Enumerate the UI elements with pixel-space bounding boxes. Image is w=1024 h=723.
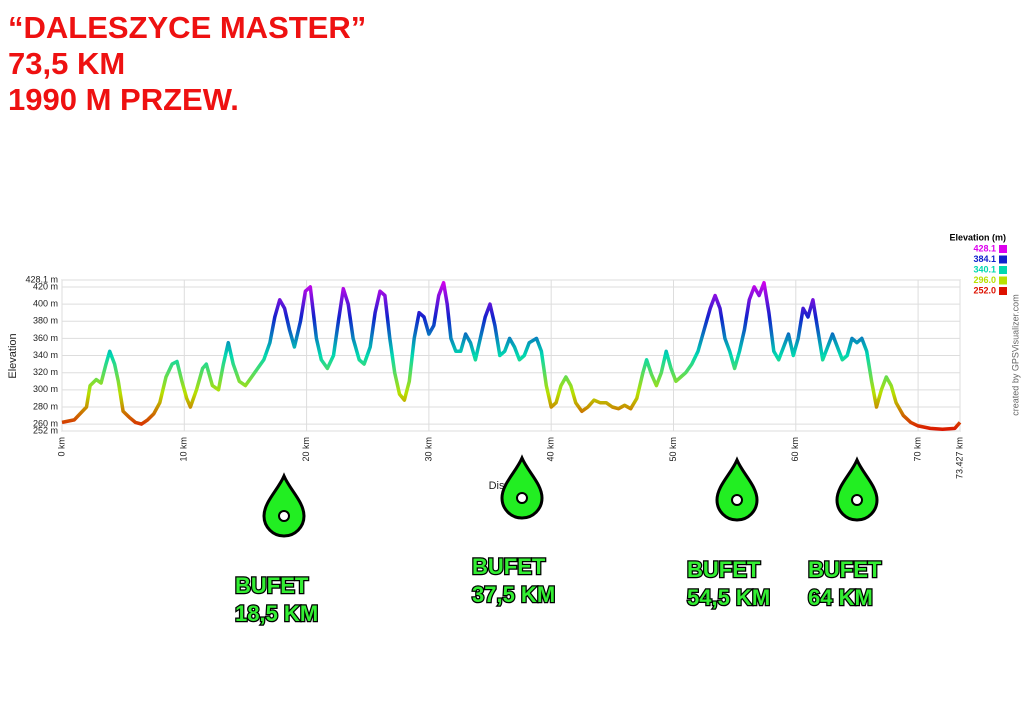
y-tick-label: 320 m (33, 367, 58, 377)
drop-hole (278, 510, 290, 522)
y-tick-label: 252 m (33, 425, 58, 435)
drop-hole (731, 494, 743, 506)
y-axis-label: Elevation (7, 333, 19, 378)
legend-swatch (999, 287, 1007, 295)
title-line: 1990 M PRZEW. (8, 82, 239, 117)
bufets: BUFET 18,5 KM BUFET 37,5 KM BUFET 54,5 KM BUFE… (234, 454, 883, 627)
legend-label: 296.0 (973, 275, 996, 285)
drop-hole (851, 494, 863, 506)
bufet-distance: 37,5 KM (472, 582, 555, 607)
elevation-line (61, 280, 962, 432)
x-tick-label: 20 km (301, 437, 311, 462)
drop-icon (715, 456, 759, 522)
x-tick-label: 10 km (179, 437, 189, 462)
bufet-distance: 18,5 KM (235, 601, 318, 626)
legend-swatch (999, 245, 1007, 253)
y-tick-label: 280 m (33, 401, 58, 411)
bufet-distance: 64 KM (808, 585, 873, 610)
bufet-title: BUFET (235, 573, 309, 598)
x-tick-label: 40 km (546, 437, 556, 462)
legend-swatch (999, 255, 1007, 264)
x-tick-label: 73.427 km (954, 437, 964, 479)
x-tick-label: 70 km (912, 437, 922, 462)
legend-label: 252.0 (973, 285, 996, 295)
drop-hole (516, 492, 528, 504)
bufet-title: BUFET (687, 557, 761, 582)
legend-swatch (999, 266, 1007, 274)
title-line: 73,5 KM (8, 46, 125, 81)
drop-icon (500, 454, 544, 520)
y-tick-label: 420 m (33, 281, 58, 291)
y-tick-label: 360 m (33, 333, 58, 343)
x-tick-label: 30 km (423, 437, 433, 462)
drop-icon (835, 456, 879, 522)
y-tick-label: 340 m (33, 350, 58, 360)
drop-icon (262, 472, 306, 538)
legend-title: Elevation (m) (949, 232, 1006, 242)
legend-label: 384.1 (973, 254, 996, 264)
credit: created by GPSVisualizer.com (1010, 294, 1020, 415)
bufet-title: BUFET (808, 557, 882, 582)
title-line: “DALESZYCE MASTER” (8, 10, 366, 45)
legend-label: 340.1 (973, 264, 996, 274)
legend-swatch (999, 276, 1007, 285)
y-tick-label: 300 m (33, 384, 58, 394)
bufet-distance: 54,5 KM (687, 585, 770, 610)
x-tick-label: 50 km (668, 437, 678, 462)
y-tick-label: 400 m (33, 298, 58, 308)
x-tick-label: 60 km (790, 437, 800, 462)
bufet-title: BUFET (472, 554, 546, 579)
x-tick-label: 0 km (56, 437, 66, 457)
legend-label: 428.1 (973, 243, 996, 253)
y-tick-label: 428.1 m (25, 274, 58, 284)
y-tick-label: 380 m (33, 316, 58, 326)
y-tick-label: 260 m (33, 419, 58, 429)
